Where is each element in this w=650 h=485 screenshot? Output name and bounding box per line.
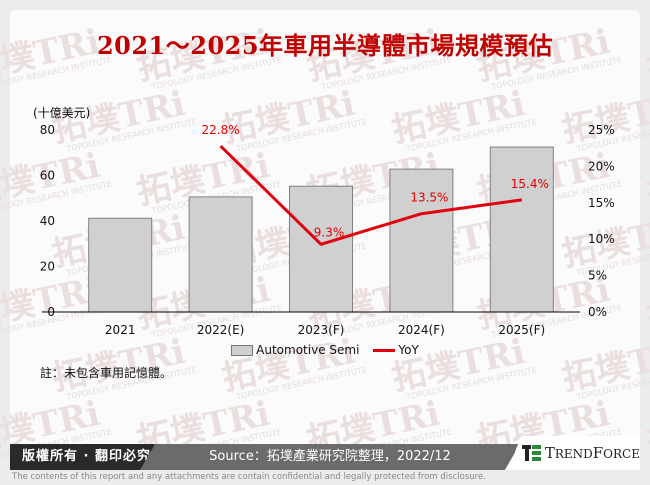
svg-text:拓墣TRi: 拓墣TRi: [644, 22, 650, 89]
brand-name: TRENDFORCE: [544, 444, 640, 462]
disclaimer-text: The contents of this report and any atta…: [12, 472, 486, 482]
x-axis-tick: 2024(F): [398, 323, 445, 337]
bar: [188, 196, 253, 313]
x-axis-tick: 2025(F): [498, 323, 545, 337]
trendforce-logo-icon: [522, 445, 541, 461]
yoy-line: [219, 144, 523, 246]
brand-logo: TRENDFORCE: [508, 436, 640, 470]
bar: [88, 217, 153, 313]
y-axis-tick: 60: [40, 169, 55, 183]
y2-axis-tick: 0%: [588, 305, 607, 319]
legend-item-line: YoY: [373, 343, 419, 357]
svg-text:拓墣TRi: 拓墣TRi: [644, 146, 650, 213]
x-axis-tick: 2021: [105, 323, 136, 337]
x-axis-tick: 2022(E): [197, 323, 244, 337]
footnote: 註：未包含車用記憶體。: [40, 366, 173, 380]
footer-bar: 版權所有 · 翻印必究 Source：拓墣產業研究院整理，2022/12 TRE…: [10, 436, 640, 470]
legend-bar-swatch-icon: [231, 344, 254, 356]
y2-axis-tick: 15%: [588, 196, 615, 210]
legend-line-swatch-icon: [373, 348, 396, 352]
y2-axis-tick: 10%: [588, 232, 615, 246]
legend: Automotive Semi YoY: [0, 343, 650, 357]
y-axis-tick: 40: [40, 214, 55, 228]
copyright-label: 版權所有 · 翻印必究: [10, 444, 155, 470]
yoy-data-label: 22.8%: [202, 123, 240, 137]
y2-axis-tick: 20%: [588, 159, 615, 173]
yoy-data-label: 13.5%: [410, 191, 448, 205]
bar: [389, 168, 454, 313]
x-axis-tick: 2023(F): [298, 323, 345, 337]
yoy-data-label: 9.3%: [314, 225, 345, 239]
y-axis-tick: 80: [40, 123, 55, 137]
bar: [489, 146, 554, 313]
y-axis-unit-label: (十億美元): [33, 106, 91, 120]
svg-text:拓墣TRi: 拓墣TRi: [644, 270, 650, 337]
y2-axis-tick: 25%: [588, 123, 615, 137]
legend-label: Automotive Semi: [256, 343, 360, 357]
legend-item-bar: Automotive Semi: [231, 343, 359, 357]
source-label: Source：拓墣產業研究院整理，2022/12: [140, 444, 520, 470]
y2-axis-tick: 5%: [588, 269, 607, 283]
svg-text:拓墣TRi: 拓墣TRi: [644, 394, 650, 461]
legend-label: YoY: [398, 343, 419, 357]
y-axis-tick: 20: [40, 260, 55, 274]
yoy-data-label: 15.4%: [511, 177, 549, 191]
bar: [289, 185, 353, 313]
chart-title: 2021～2025年車用半導體市場規模預估: [96, 31, 554, 60]
